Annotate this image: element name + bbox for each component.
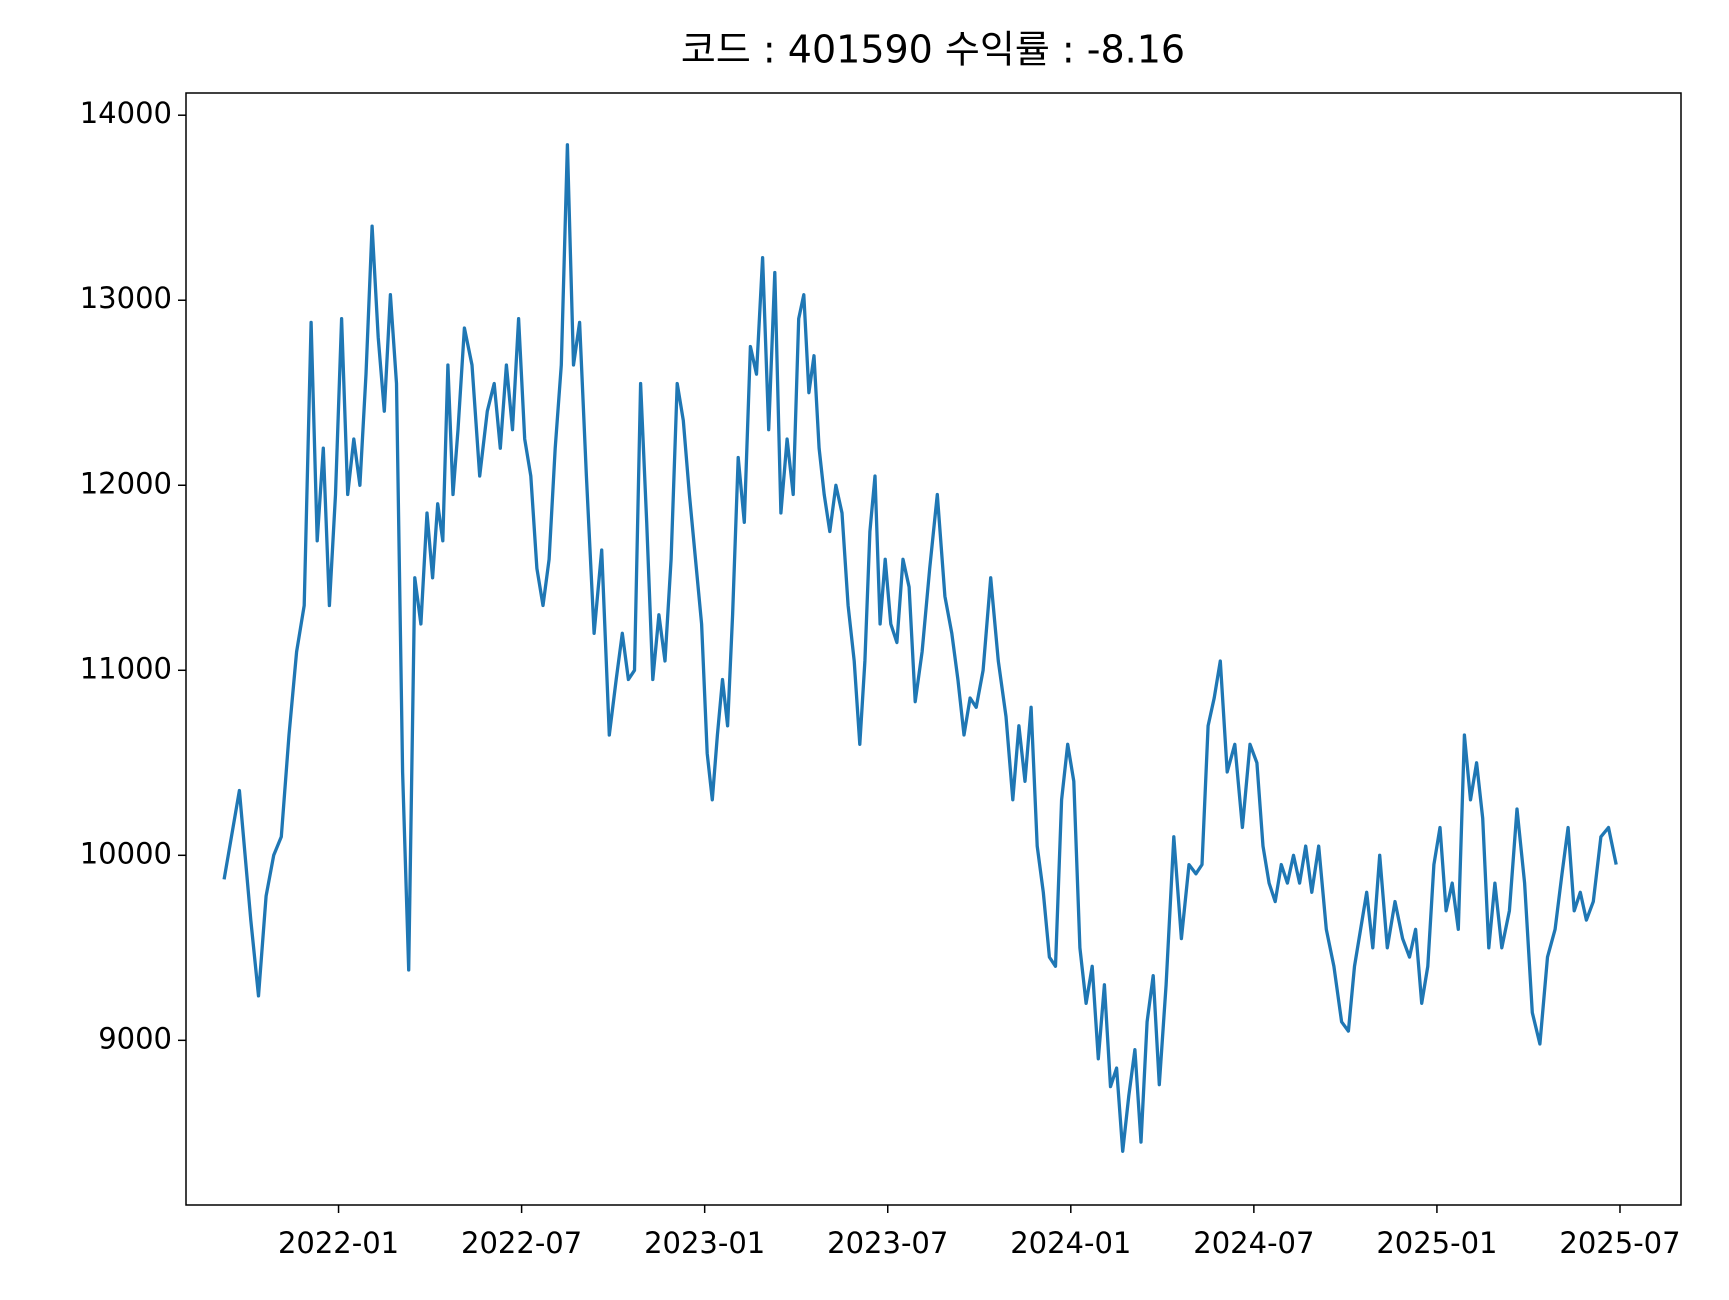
x-tick-label: 2025-07 — [1559, 1226, 1680, 1260]
x-tick-label: 2024-01 — [1010, 1226, 1131, 1260]
y-tick-label: 10000 — [80, 836, 172, 870]
plot-frame — [185, 92, 1682, 1206]
x-tick-label: 2022-07 — [461, 1226, 582, 1260]
y-tick-label: 11000 — [80, 651, 172, 685]
y-tick-label: 9000 — [98, 1021, 172, 1055]
x-tick-label: 2024-07 — [1193, 1226, 1314, 1260]
x-tick-label: 2023-07 — [827, 1226, 948, 1260]
x-tick-label: 2025-01 — [1376, 1226, 1497, 1260]
y-tick-label: 12000 — [80, 466, 172, 500]
price-line — [222, 143, 1618, 1153]
x-tick-label: 2022-01 — [278, 1226, 399, 1260]
chart-title: 코드 : 401590 수익률 : -8.16 — [681, 28, 1185, 72]
y-tick-label: 13000 — [80, 281, 172, 315]
x-tick-label: 2023-01 — [644, 1226, 765, 1260]
y-tick-label: 14000 — [80, 96, 172, 130]
